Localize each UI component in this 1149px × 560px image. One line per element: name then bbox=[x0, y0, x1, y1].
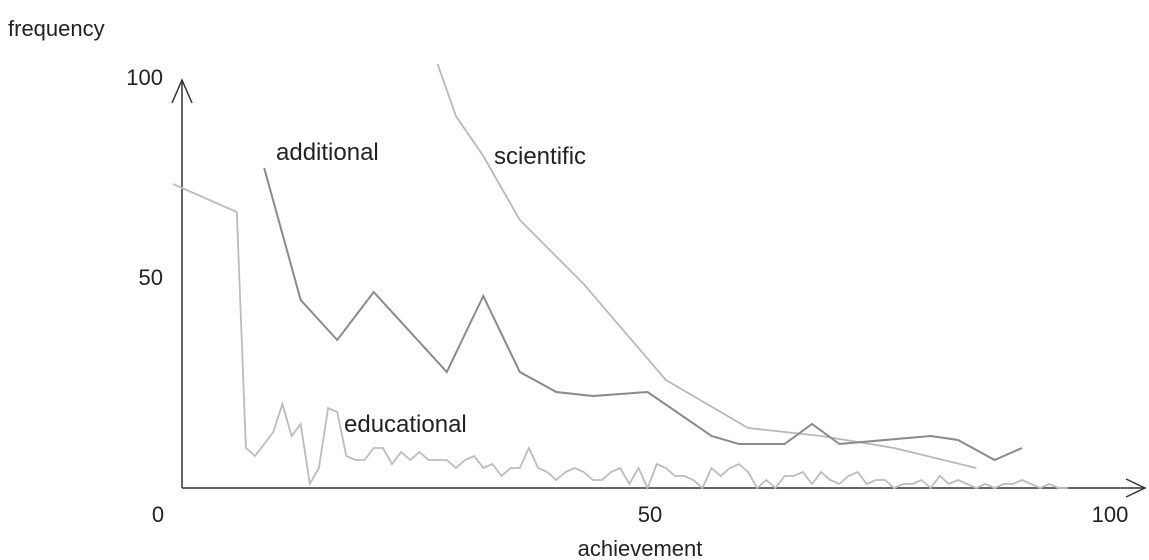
x-axis-arrowhead bbox=[1125, 478, 1147, 498]
x-axis-title: achievement bbox=[578, 536, 703, 560]
x-tick-label-100: 100 bbox=[1092, 502, 1129, 527]
x-tick-label-0: 0 bbox=[152, 502, 164, 527]
y-tick-label-100: 100 bbox=[126, 65, 163, 90]
series-label-additional: additional bbox=[276, 139, 379, 166]
series-line-educational bbox=[172, 183, 1068, 491]
series-layer bbox=[172, 63, 1068, 491]
y-tick-label-50: 50 bbox=[139, 265, 163, 290]
series-line-scientific bbox=[436, 63, 977, 469]
y-axis-arrowhead bbox=[171, 78, 193, 104]
y-axis-title: frequency bbox=[8, 16, 105, 41]
x-tick-label-50: 50 bbox=[638, 502, 662, 527]
series-label-educational: educational bbox=[344, 411, 467, 438]
series-line-additional bbox=[263, 167, 1023, 462]
series-label-scientific: scientific bbox=[494, 143, 586, 170]
axes bbox=[171, 78, 1147, 498]
